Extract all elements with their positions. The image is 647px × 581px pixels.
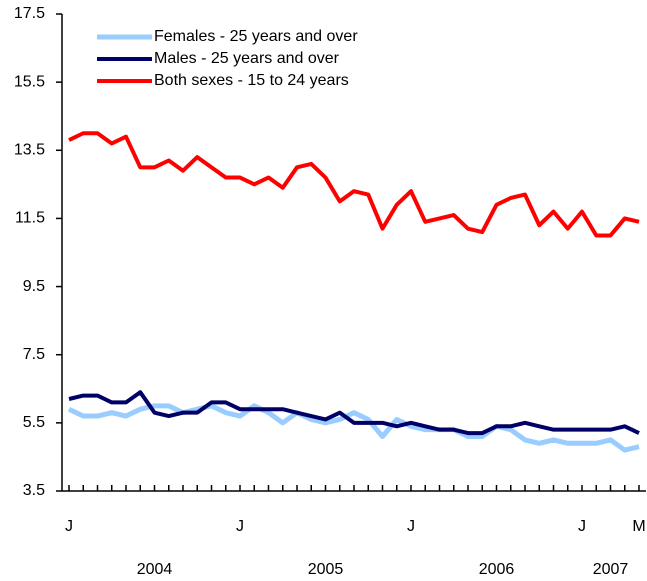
x-tick-label: J	[236, 518, 244, 535]
y-tick-label: 11.5	[15, 210, 45, 227]
y-tick-label: 7.5	[23, 346, 45, 363]
year-label: 2006	[479, 561, 515, 578]
y-tick-label: 9.5	[23, 278, 45, 295]
year-label: 2004	[137, 561, 173, 578]
year-label: 2007	[593, 561, 629, 578]
x-tick-label: M	[632, 518, 645, 535]
legend-label: Both sexes - 15 to 24 years	[154, 72, 349, 89]
series-line	[67, 403, 640, 453]
legend-label: Males - 25 years and over	[154, 50, 340, 67]
series-line	[68, 390, 640, 436]
x-tick-label: J	[65, 518, 73, 535]
y-tick-label: 15.5	[14, 73, 45, 90]
legend-label: Females - 25 years and over	[154, 28, 358, 45]
y-tick-label: 13.5	[14, 142, 45, 159]
y-tick-label: 17.5	[14, 5, 45, 22]
y-tick-label: 3.5	[23, 482, 45, 499]
x-tick-label: J	[578, 518, 586, 535]
x-tick-label: J	[407, 518, 415, 535]
year-label: 2005	[308, 561, 344, 578]
series-line	[68, 131, 640, 238]
y-tick-label: 5.5	[23, 414, 45, 431]
